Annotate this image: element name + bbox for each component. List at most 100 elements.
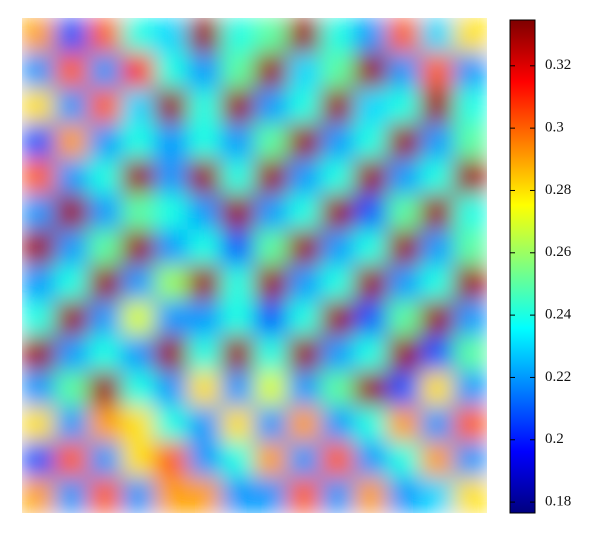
heatmap-cell (220, 229, 255, 266)
heatmap-cell (420, 371, 455, 408)
heatmap-cell (386, 335, 422, 373)
heatmap-cell (121, 300, 156, 337)
heatmap-cell (320, 88, 355, 125)
heatmap-cell (453, 335, 487, 373)
heatmap-cell (353, 265, 388, 302)
heatmap-cell (420, 123, 455, 160)
heatmap-cell (386, 88, 422, 125)
heatmap-cell (154, 18, 189, 54)
heatmap-cell (386, 441, 422, 479)
heatmap-cell (320, 265, 355, 302)
heatmap-cell (386, 371, 422, 408)
heatmap-cell (254, 406, 289, 443)
heatmap-cell (220, 158, 255, 196)
heatmap-cell (87, 158, 123, 196)
colorbar-tick-label: 0.22 (545, 369, 571, 385)
heatmap-cell (386, 300, 422, 337)
heatmap-cell (22, 194, 56, 231)
heatmap-cell (453, 88, 487, 125)
heatmap-cell (121, 371, 156, 408)
heatmap-cell (320, 158, 355, 196)
heatmap-cell (121, 265, 156, 302)
heatmap-cell (22, 229, 56, 266)
heatmap-cell (420, 265, 455, 302)
heatmap-cell (287, 18, 322, 54)
heatmap-cell (287, 371, 322, 408)
heatmap-cell (121, 52, 156, 90)
colorbar-tick-label: 0.2 (545, 431, 564, 447)
heatmap-cell (353, 123, 388, 160)
heatmap-cell (220, 335, 255, 373)
heatmap-cell (420, 18, 455, 54)
heatmap-cell (453, 229, 487, 266)
heatmap-cell (54, 300, 89, 337)
heatmap-cell (154, 229, 189, 266)
heatmap-cell (220, 18, 255, 54)
heatmap-cell (187, 18, 222, 54)
heatmap-cell (386, 229, 422, 266)
heatmap-cell (420, 477, 455, 513)
heatmap-cell (420, 158, 455, 196)
heatmap-cell (453, 406, 487, 443)
colorbar-tick-label: 0.28 (545, 182, 571, 198)
heatmap-cell (54, 123, 89, 160)
colorbar-tick-label: 0.24 (545, 307, 572, 323)
heatmap-cell (220, 371, 255, 408)
heatmap-cell (187, 123, 222, 160)
heatmap-cell (87, 441, 123, 479)
heatmap-cell (420, 300, 455, 337)
heatmap-cell (320, 229, 355, 266)
heatmap-cell (287, 406, 322, 443)
heatmap-cell (154, 52, 189, 90)
heatmap-cell (353, 371, 388, 408)
heatmap-cell (353, 194, 388, 231)
heatmap-cell (87, 52, 123, 90)
heatmap-cell (187, 229, 222, 266)
heatmap-cell (22, 477, 56, 513)
heatmap-cell (420, 229, 455, 266)
heatmap-cell (320, 477, 355, 513)
heatmap-cell (353, 441, 388, 479)
heatmap-cell (254, 300, 289, 337)
heatmap-cell (254, 158, 289, 196)
heatmap-cell (287, 52, 322, 90)
heatmap-cell (154, 158, 189, 196)
colorbar (509, 19, 536, 514)
heatmap-cell (22, 158, 56, 196)
heatmap-cell (154, 406, 189, 443)
heatmap-cell (287, 158, 322, 196)
heatmap-cell (287, 88, 322, 125)
heatmap-cell (220, 194, 255, 231)
heatmap-cell (287, 265, 322, 302)
heatmap-cell (187, 300, 222, 337)
heatmap-cell (87, 477, 123, 513)
heatmap-cell (154, 477, 189, 513)
heatmap-cell (121, 194, 156, 231)
heatmap-cell (22, 123, 56, 160)
colorbar-tick-label: 0.32 (545, 57, 571, 73)
heatmap-cell (154, 335, 189, 373)
heatmap-cell (386, 477, 422, 513)
heatmap-cell (22, 335, 56, 373)
heatmap-cell (220, 52, 255, 90)
heatmap-cell (154, 88, 189, 125)
heatmap-cell (287, 477, 322, 513)
heatmap-cell (353, 229, 388, 266)
heatmap-cell (54, 88, 89, 125)
heatmap-cell (154, 300, 189, 337)
heatmap-cell (353, 52, 388, 90)
heatmap-cell (54, 18, 89, 54)
heatmap-cell (287, 194, 322, 231)
heatmap-cell (287, 123, 322, 160)
heatmap-cell (187, 406, 222, 443)
heatmap-cell (187, 194, 222, 231)
heatmap-cell (254, 335, 289, 373)
heatmap-cell (54, 477, 89, 513)
heatmap-cell (22, 18, 56, 54)
heatmap-cell (220, 441, 255, 479)
heatmap-cell (154, 265, 189, 302)
heatmap-cell (54, 371, 89, 408)
heatmap-cell (320, 52, 355, 90)
heatmap-cell (87, 371, 123, 408)
heatmap-cell (187, 158, 222, 196)
